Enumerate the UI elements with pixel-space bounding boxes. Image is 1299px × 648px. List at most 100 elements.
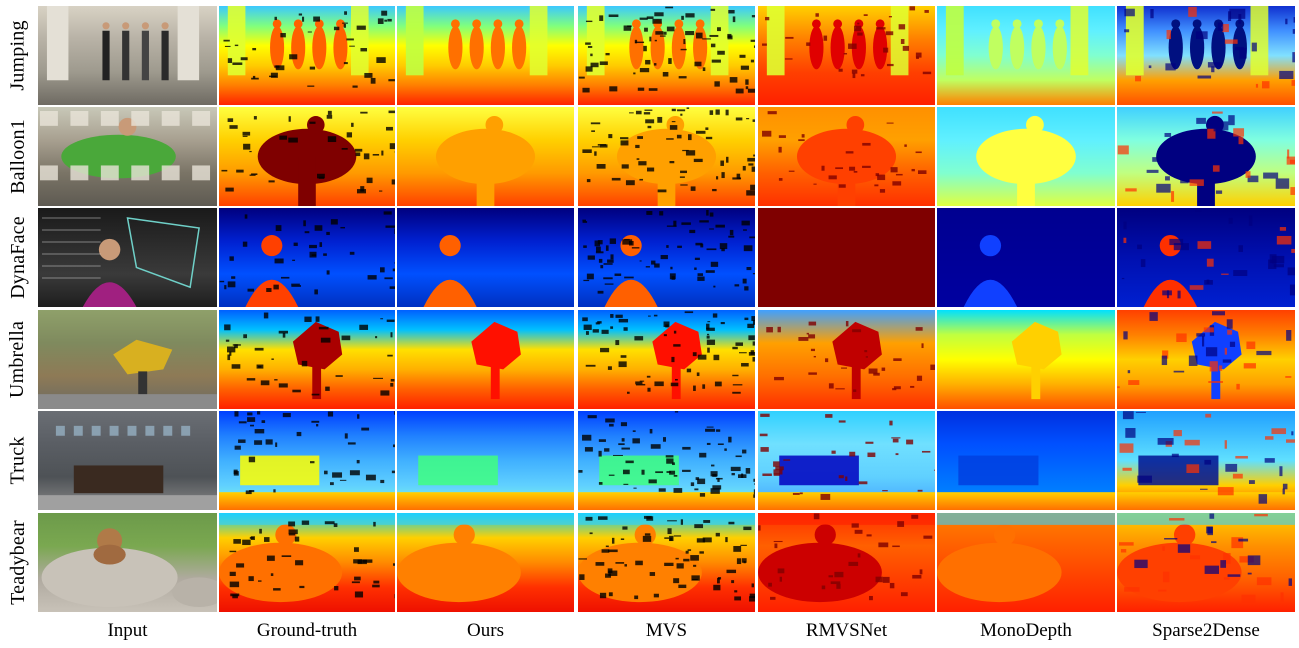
column-label-ground-truth: Ground-truth [256, 620, 358, 641]
cell-dynaface-input [38, 208, 217, 307]
depth-map-umbrella [578, 310, 755, 409]
column-label-input: Input [107, 620, 148, 641]
depth-map-balloon1 [219, 107, 395, 206]
cell-jumping-rmvsnet [758, 6, 935, 105]
cell-jumping-mvs [578, 6, 755, 105]
row-label-text: Truck [6, 436, 29, 485]
input-image-jumping [38, 6, 217, 105]
depth-map-umbrella [937, 310, 1115, 409]
cell-balloon1-input [38, 107, 217, 206]
depth-map-truck [397, 411, 574, 510]
cell-truck-input [38, 411, 217, 510]
input-image-dynaface [38, 208, 217, 307]
row-label-umbrella: Umbrella [3, 310, 33, 409]
row-label-text: Balloon1 [6, 119, 29, 194]
column-label-rmvsnet: RMVSNet [805, 620, 888, 641]
cell-teadybear-sparse2dense [1117, 513, 1295, 612]
depth-map-balloon1 [937, 107, 1115, 206]
depth-map-umbrella [758, 310, 935, 409]
row-label-text: Umbrella [6, 320, 29, 399]
depth-map-jumping [397, 6, 574, 105]
depth-map-teadybear [397, 513, 574, 612]
row-label-truck: Truck [3, 411, 33, 510]
depth-map-umbrella [219, 310, 395, 409]
depth-map-teadybear [937, 513, 1115, 612]
cell-teadybear-monodepth [937, 513, 1115, 612]
cell-umbrella-mvs [578, 310, 755, 409]
cell-umbrella-rmvsnet [758, 310, 935, 409]
depth-map-jumping [1117, 6, 1295, 105]
cell-dynaface-sparse2dense [1117, 208, 1295, 307]
row-label-text: Jumping [6, 20, 29, 91]
cell-balloon1-rmvsnet [758, 107, 935, 206]
depth-map-jumping [937, 6, 1115, 105]
input-image-balloon1 [38, 107, 217, 206]
cell-umbrella-monodepth [937, 310, 1115, 409]
depth-map-dynaface [397, 208, 574, 307]
column-label-mvs: MVS [645, 620, 688, 641]
depth-map-jumping [219, 6, 395, 105]
row-label-teadybear: Teadybear [3, 513, 33, 612]
depth-map-truck [578, 411, 755, 510]
cell-balloon1-mvs [578, 107, 755, 206]
depth-map-dynaface [937, 208, 1115, 307]
row-label-text: Teadybear [6, 520, 29, 605]
depth-map-dynaface [578, 208, 755, 307]
column-label-sparse2dense: Sparse2Dense [1152, 620, 1260, 641]
cell-umbrella-ours [397, 310, 574, 409]
row-label-jumping: Jumping [3, 6, 33, 105]
cell-truck-ground-truth [219, 411, 395, 510]
cell-truck-ours [397, 411, 574, 510]
depth-map-teadybear [578, 513, 755, 612]
cell-umbrella-sparse2dense [1117, 310, 1295, 409]
depth-map-truck [937, 411, 1115, 510]
depth-map-dynaface [1117, 208, 1295, 307]
cell-truck-mvs [578, 411, 755, 510]
depth-map-teadybear [758, 513, 935, 612]
depth-map-dynaface [219, 208, 395, 307]
cell-teadybear-rmvsnet [758, 513, 935, 612]
cell-jumping-sparse2dense [1117, 6, 1295, 105]
cell-teadybear-mvs [578, 513, 755, 612]
column-label-ours: Ours [467, 620, 504, 641]
column-label-monodepth: MonoDepth [980, 620, 1072, 641]
depth-map-balloon1 [758, 107, 935, 206]
row-label-balloon1: Balloon1 [3, 107, 33, 206]
cell-balloon1-ground-truth [219, 107, 395, 206]
cell-dynaface-monodepth [937, 208, 1115, 307]
depth-map-teadybear [219, 513, 395, 612]
cell-umbrella-input [38, 310, 217, 409]
cell-balloon1-monodepth [937, 107, 1115, 206]
depth-map-jumping [758, 6, 935, 105]
cell-dynaface-rmvsnet [758, 208, 935, 307]
cell-umbrella-ground-truth [219, 310, 395, 409]
cell-dynaface-mvs [578, 208, 755, 307]
cell-jumping-input [38, 6, 217, 105]
cell-balloon1-ours [397, 107, 574, 206]
depth-map-balloon1 [578, 107, 755, 206]
depth-map-jumping [578, 6, 755, 105]
depth-map-balloon1 [1117, 107, 1295, 206]
depth-map-dynaface [758, 208, 935, 307]
cell-truck-monodepth [937, 411, 1115, 510]
cell-teadybear-ground-truth [219, 513, 395, 612]
cell-teadybear-ours [397, 513, 574, 612]
input-image-truck [38, 411, 217, 510]
cell-teadybear-input [38, 513, 217, 612]
cell-jumping-monodepth [937, 6, 1115, 105]
depth-map-truck [1117, 411, 1295, 510]
depth-map-umbrella [397, 310, 574, 409]
cell-dynaface-ours [397, 208, 574, 307]
depth-map-umbrella [1117, 310, 1295, 409]
depth-map-truck [219, 411, 395, 510]
cell-truck-sparse2dense [1117, 411, 1295, 510]
input-image-teadybear [38, 513, 217, 612]
cell-balloon1-sparse2dense [1117, 107, 1295, 206]
depth-map-balloon1 [397, 107, 574, 206]
cell-jumping-ground-truth [219, 6, 395, 105]
cell-dynaface-ground-truth [219, 208, 395, 307]
input-image-umbrella [38, 310, 217, 409]
row-label-text: DynaFace [6, 216, 29, 299]
cell-truck-rmvsnet [758, 411, 935, 510]
